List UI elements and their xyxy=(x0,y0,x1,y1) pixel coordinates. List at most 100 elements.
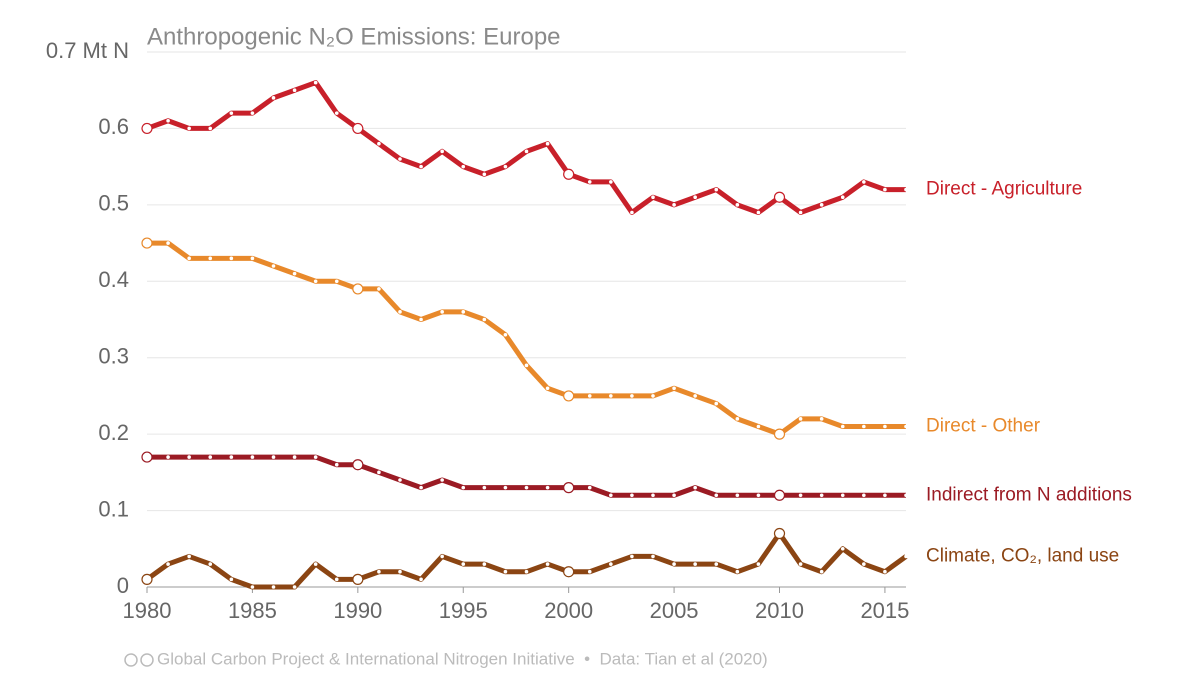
point xyxy=(440,478,444,482)
point xyxy=(440,149,444,154)
x-tick-label: 1990 xyxy=(333,598,382,623)
point xyxy=(672,562,676,566)
point xyxy=(166,455,170,459)
x-tick-label: 2000 xyxy=(544,598,593,623)
point xyxy=(334,577,339,582)
point xyxy=(587,569,592,574)
point xyxy=(187,126,191,131)
point xyxy=(352,573,364,585)
point xyxy=(461,485,466,490)
point xyxy=(862,562,866,566)
point xyxy=(352,283,364,295)
point xyxy=(398,157,402,161)
series-line xyxy=(146,80,906,215)
point xyxy=(187,455,191,459)
point xyxy=(756,210,761,215)
point xyxy=(503,164,508,169)
point xyxy=(819,203,824,207)
point xyxy=(313,80,318,85)
point xyxy=(714,562,719,566)
y-tick-label: 0.2 xyxy=(98,420,129,445)
point xyxy=(461,164,466,169)
point xyxy=(166,241,170,245)
y-tick-label: 0.4 xyxy=(98,267,129,292)
point xyxy=(208,126,213,131)
point xyxy=(840,424,845,429)
point xyxy=(398,569,402,574)
series-label: Direct - Agriculture xyxy=(926,179,1082,200)
point xyxy=(714,187,719,192)
point xyxy=(672,386,676,391)
point xyxy=(229,577,234,582)
point xyxy=(419,577,423,582)
point xyxy=(672,203,676,207)
point xyxy=(630,493,634,498)
point xyxy=(271,264,276,268)
point xyxy=(292,271,297,276)
point xyxy=(377,470,381,475)
point xyxy=(187,256,191,261)
point xyxy=(840,493,845,498)
point xyxy=(229,455,234,459)
point xyxy=(773,191,786,203)
point xyxy=(545,141,550,146)
point xyxy=(862,180,866,184)
point xyxy=(735,569,740,574)
point xyxy=(883,187,887,192)
point xyxy=(735,493,740,498)
point xyxy=(904,424,908,429)
point xyxy=(141,122,153,135)
point xyxy=(461,562,466,566)
point xyxy=(798,562,803,566)
point xyxy=(482,317,487,322)
point xyxy=(166,562,170,566)
point xyxy=(524,485,529,490)
x-tick-label: 2005 xyxy=(650,598,699,623)
point xyxy=(398,310,402,314)
point xyxy=(609,180,613,184)
point xyxy=(208,562,213,566)
point xyxy=(271,455,276,459)
y-tick-label: 0 xyxy=(117,573,129,598)
point xyxy=(524,569,529,574)
point xyxy=(773,527,786,540)
point xyxy=(208,256,213,261)
point xyxy=(798,417,803,421)
point xyxy=(693,485,697,490)
point xyxy=(904,554,908,559)
point xyxy=(461,310,466,314)
point xyxy=(630,394,634,398)
series-label: Indirect from N additions xyxy=(926,484,1132,505)
cc-icons xyxy=(124,653,154,667)
point xyxy=(187,554,191,559)
point xyxy=(229,111,234,115)
point xyxy=(377,141,381,146)
point xyxy=(819,493,824,498)
point xyxy=(503,332,508,337)
point xyxy=(250,111,255,115)
point xyxy=(524,363,529,368)
x-tick-label: 1985 xyxy=(228,598,277,623)
point xyxy=(609,394,613,398)
point xyxy=(862,424,866,429)
point xyxy=(563,482,575,494)
point xyxy=(377,287,381,291)
point xyxy=(630,210,634,215)
x-tick-label: 2015 xyxy=(860,598,909,623)
point xyxy=(292,88,297,93)
point xyxy=(141,573,153,585)
point xyxy=(798,210,803,215)
point xyxy=(883,493,887,498)
point xyxy=(563,168,575,180)
point xyxy=(250,256,255,261)
point xyxy=(693,394,697,398)
point xyxy=(714,401,719,406)
point xyxy=(141,237,153,249)
chart-title: Anthropogenic N₂O Emissions: Europe xyxy=(147,23,561,50)
point xyxy=(292,585,297,589)
point xyxy=(862,493,866,498)
point xyxy=(587,485,592,490)
point xyxy=(166,118,170,123)
point xyxy=(693,562,697,566)
series-line xyxy=(147,240,906,437)
